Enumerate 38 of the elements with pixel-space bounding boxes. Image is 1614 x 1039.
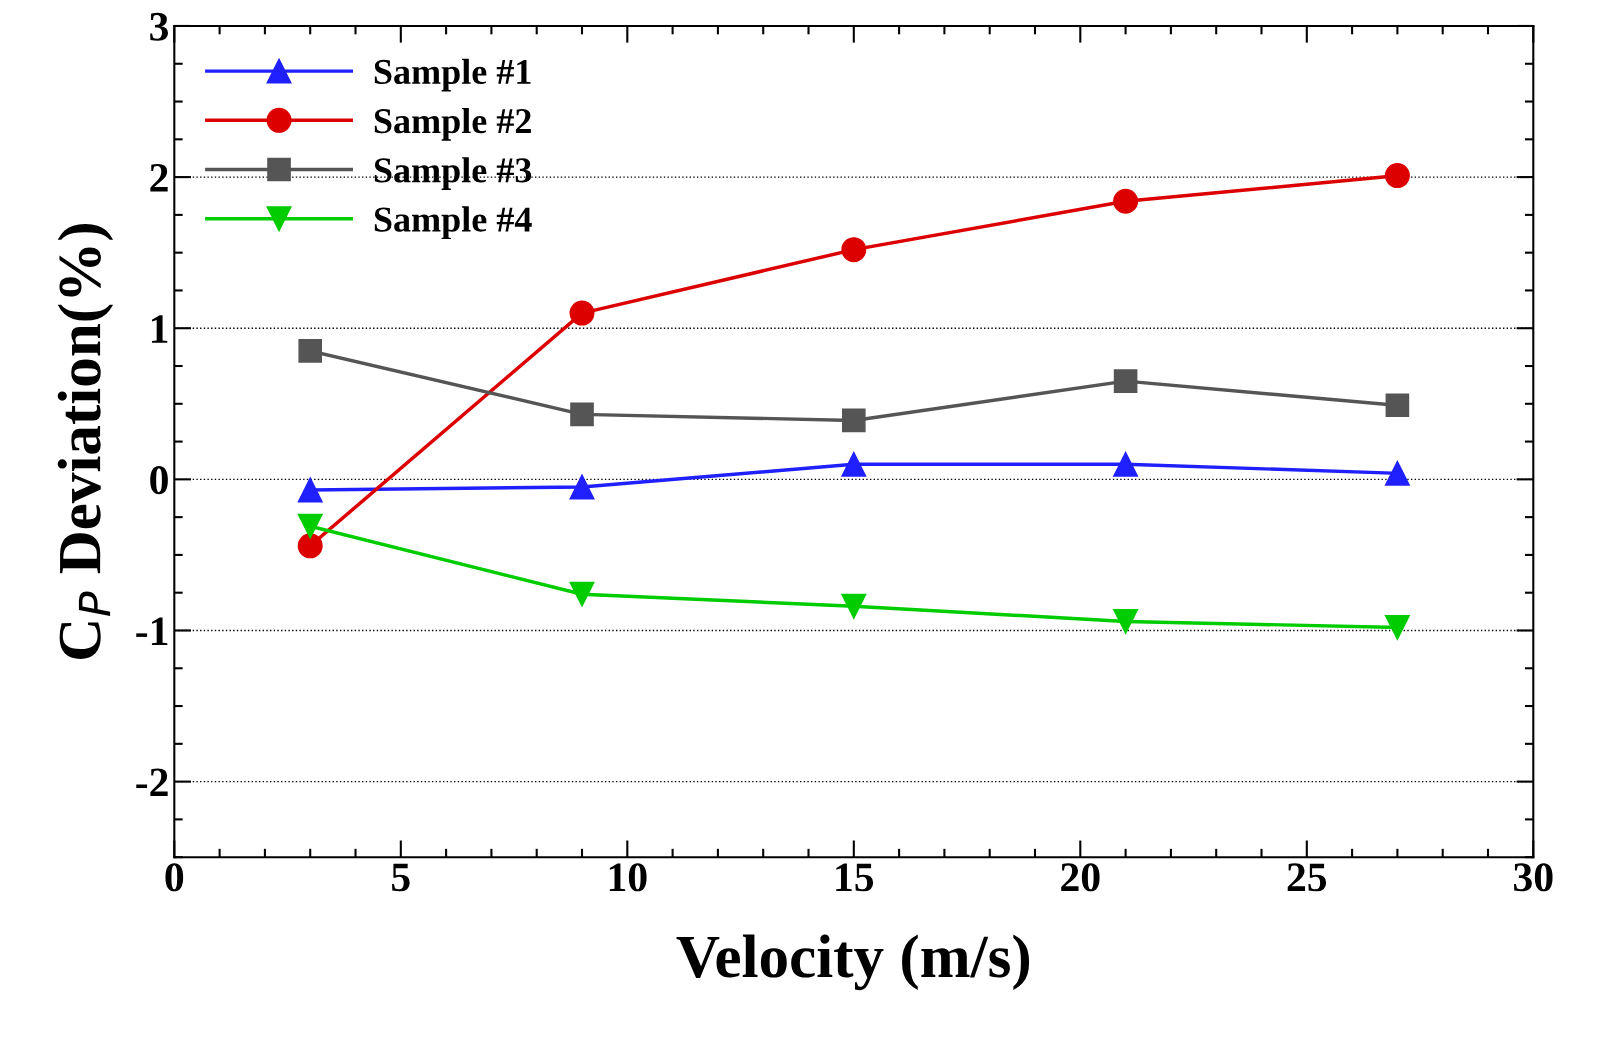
point: [1113, 451, 1139, 477]
point: [1113, 188, 1139, 214]
legend-label: Sample #3: [374, 157, 532, 190]
point: [297, 477, 323, 503]
x-tick-label: 15: [836, 863, 874, 892]
y-axis-title: C$_{P}$ Deviation(%): [57, 224, 114, 659]
point: [297, 533, 323, 559]
x-tick-label: 10: [609, 863, 647, 892]
y-tick-label: -1: [136, 617, 168, 645]
point: [570, 402, 594, 427]
point: [841, 451, 867, 477]
point: [841, 237, 867, 263]
point: [297, 513, 323, 539]
y-tick-label: 2: [150, 163, 168, 192]
x-tick-label: 20: [1061, 863, 1100, 892]
point: [841, 593, 867, 619]
x-axis-title: Velocity (m/s): [676, 934, 1030, 991]
point: [569, 581, 595, 607]
point: [1384, 614, 1410, 640]
point: [1113, 608, 1139, 634]
y-tick-label: 0: [150, 466, 168, 495]
point: [841, 408, 866, 433]
x-tick-label: 25: [1287, 863, 1327, 892]
point: [569, 474, 595, 500]
legend-label: Sample #1: [374, 58, 531, 92]
x-tick-label: 30: [1514, 863, 1553, 892]
point: [1113, 369, 1138, 393]
point: [1384, 460, 1410, 486]
y-tick-label: -2: [136, 768, 168, 797]
point: [1385, 393, 1410, 418]
point: [569, 300, 595, 326]
y-tick-label: 3: [150, 12, 169, 41]
legend-label: Sample #4: [374, 206, 532, 240]
point: [298, 339, 323, 363]
legend-label: Sample #2: [374, 107, 531, 141]
point: [1384, 163, 1410, 189]
y-tick-label: 1: [151, 315, 168, 343]
x-tick-label: 5: [392, 863, 410, 892]
